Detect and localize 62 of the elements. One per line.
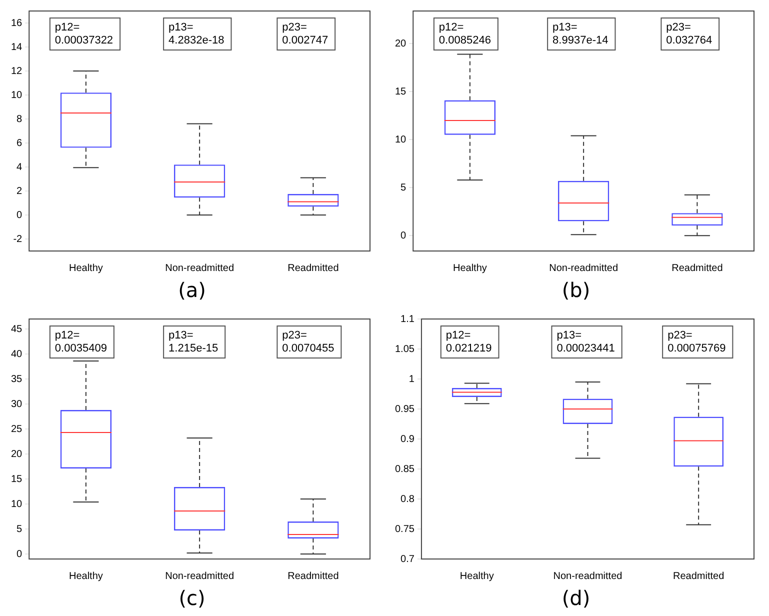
y-tick-label: 5: [16, 524, 23, 535]
y-tick-label: 2: [16, 186, 23, 197]
y-tick-label: 25: [11, 424, 23, 435]
y-tick-label: 30: [11, 398, 23, 410]
annotation: p23= 0.0070455: [282, 330, 334, 355]
text: (b): [560, 278, 592, 302]
annotation: p12= 0.0035409: [54, 330, 107, 355]
y-tick-label: 0.9: [400, 434, 415, 445]
y-tick-label: 14: [11, 42, 23, 53]
y-tick-label: 10: [11, 90, 23, 101]
x-tick-label: Readmitted: [673, 570, 724, 582]
y-tick-label: 10: [11, 498, 23, 510]
annotation: p23= 0.002747: [282, 22, 328, 47]
annotation: p13= 0.00023441: [556, 330, 615, 355]
y-tick-label: 15: [395, 86, 407, 98]
annotation: p23= 0.032764: [666, 22, 712, 47]
text: (a): [177, 278, 207, 302]
y-tick-label: -2: [13, 234, 23, 245]
y-tick-label: 0: [16, 210, 23, 221]
y-tick-label: 0.85: [394, 464, 415, 475]
x-tick-label: Healthy: [68, 570, 103, 582]
annotation: p13= 4.2832e-18: [168, 22, 224, 47]
y-tick-label: 1.05: [394, 344, 415, 355]
x-tick-label: Non-readmitted: [553, 570, 622, 582]
text: (c): [178, 586, 206, 610]
y-tick-label: 10: [395, 134, 407, 146]
annotation: p12= 0.0085246: [438, 22, 491, 47]
y-tick-label: 35: [11, 374, 23, 385]
text: (d): [560, 586, 592, 610]
y-tick-label: 6: [16, 138, 23, 149]
y-tick-label: 0.8: [400, 494, 415, 505]
annotation: p13= 8.9937e-14: [552, 22, 608, 47]
y-tick-label: 16: [11, 18, 23, 29]
x-tick-label: Healthy: [460, 570, 494, 582]
y-tick-label: 0.95: [394, 404, 415, 415]
y-tick-label: 40: [11, 348, 23, 360]
y-tick-label: 45: [11, 324, 23, 335]
y-tick-label: 4: [16, 162, 23, 173]
x-tick-label: Non-readmitted: [165, 570, 234, 582]
x-tick-label: Readmitted: [672, 262, 723, 274]
y-tick-label: 8: [16, 114, 23, 125]
x-tick-label: Readmitted: [288, 262, 339, 274]
y-tick-label: 0.75: [394, 524, 415, 535]
y-tick-label: 0: [16, 548, 23, 560]
x-tick-label: Healthy: [68, 262, 103, 274]
y-tick-label: 20: [11, 448, 23, 460]
y-tick-label: 0.7: [400, 554, 415, 565]
annotation: p23= 0.00075769: [668, 330, 726, 355]
x-tick-label: Non-readmitted: [165, 262, 234, 274]
y-tick-label: 1: [408, 374, 415, 385]
x-tick-label: Readmitted: [288, 570, 339, 582]
x-tick-label: Healthy: [452, 262, 487, 274]
annotation: p12= 0.021219: [446, 330, 492, 355]
y-tick-label: 5: [400, 182, 407, 194]
y-tick-label: 20: [395, 38, 407, 50]
y-tick-label: 0: [400, 230, 407, 242]
y-tick-label: 12: [11, 66, 23, 77]
annotation: p13= 1.215e-15: [168, 330, 218, 355]
x-tick-label: Non-readmitted: [549, 262, 618, 274]
y-tick-label: 15: [11, 474, 23, 485]
y-tick-label: 1.1: [400, 314, 415, 325]
annotation: p12= 0.00037322: [54, 22, 114, 47]
